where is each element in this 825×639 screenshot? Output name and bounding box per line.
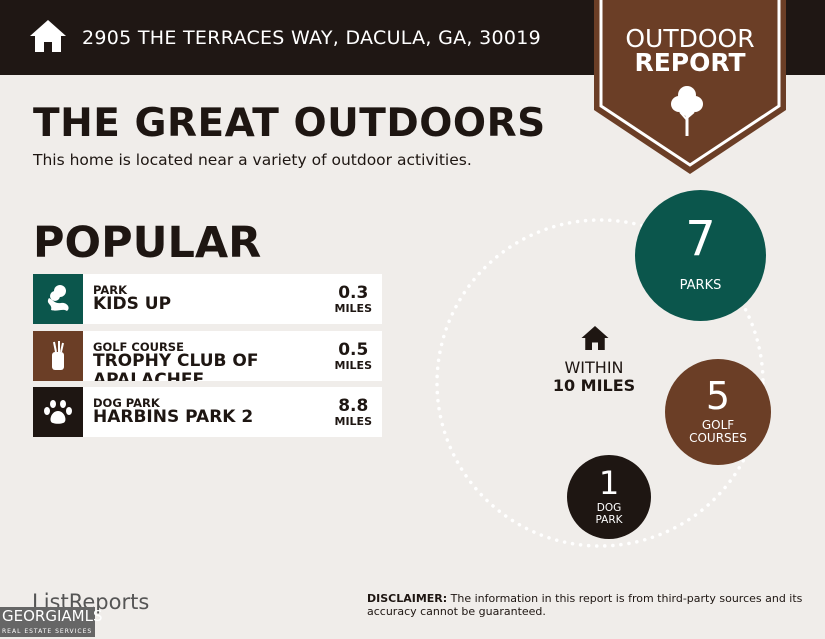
dog-count-circle: 1 DOG PARK	[567, 455, 651, 539]
dog-count: 1	[598, 464, 620, 502]
golf-count-circle: 5 GOLF COURSES	[665, 359, 771, 465]
page-title: THE GREAT OUTDOORS	[33, 101, 546, 146]
subtitle: This home is located near a variety of o…	[33, 151, 472, 169]
parks-count-circle: 7 PARKS	[635, 190, 766, 321]
park-icon	[33, 274, 83, 324]
item-distance: 8.8	[338, 396, 369, 416]
dog-label-2: PARK	[595, 514, 623, 526]
home-icon	[30, 20, 66, 52]
item-name: KIDS UP	[93, 294, 172, 314]
mls-name: GEORGIAMLS	[2, 607, 103, 625]
parks-label: PARKS	[679, 278, 722, 293]
item-category: PARK	[93, 283, 128, 297]
georgia-mls-logo: GEORGIAMLS REAL ESTATE SERVICES	[0, 607, 102, 637]
item-unit: MILES	[334, 415, 373, 428]
item-unit: MILES	[334, 302, 373, 315]
within-label: WITHIN	[564, 358, 624, 377]
golf-label-1: GOLF	[701, 418, 735, 432]
badge-line1: OUTDOOR	[625, 24, 755, 53]
item-category: DOG PARK	[93, 396, 160, 410]
parks-count: 7	[685, 211, 716, 267]
item-name: TROPHY CLUB OF APALACHEE	[93, 351, 259, 382]
tree-icon	[671, 86, 703, 136]
badge-line2: REPORT	[634, 48, 746, 77]
item-name: HARBINS PARK 2	[93, 407, 254, 427]
list-item[interactable]: GOLF COURSE TROPHY CLUB OF APALACHEE 0.5…	[33, 331, 382, 381]
item-distance: 0.5	[338, 340, 369, 360]
address: 2905 THE TERRACES WAY, DACULA, GA, 30019	[82, 27, 542, 49]
golf-count: 5	[705, 374, 731, 418]
item-unit: MILES	[334, 359, 373, 372]
home-icon	[581, 326, 609, 350]
list-item[interactable]: DOG PARK HARBINS PARK 2 8.8 MILES	[33, 387, 382, 437]
golf-bag-icon	[33, 331, 83, 381]
list-item[interactable]: PARK KIDS UP 0.3 MILES	[33, 274, 382, 324]
item-category: GOLF COURSE	[93, 340, 184, 354]
dog-label-1: DOG	[596, 502, 622, 514]
disclaimer-text: The information in this report is from t…	[367, 592, 803, 618]
golf-label-2: COURSES	[689, 431, 747, 445]
popular-heading: POPULAR	[33, 218, 262, 268]
mls-sub: REAL ESTATE SERVICES	[2, 628, 93, 635]
disclaimer-label: DISCLAIMER:	[367, 592, 448, 605]
radius-label: 10 MILES	[552, 376, 636, 395]
item-distance: 0.3	[338, 283, 369, 303]
paw-icon	[33, 387, 83, 437]
disclaimer: DISCLAIMER: The information in this repo…	[367, 592, 807, 618]
